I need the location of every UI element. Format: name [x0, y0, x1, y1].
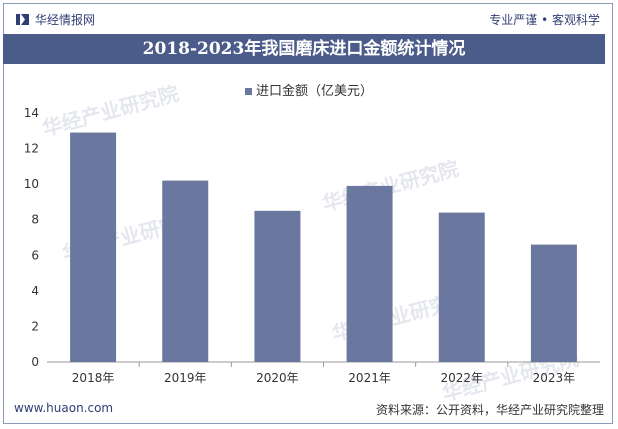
bar [162, 180, 209, 362]
chart-title: 2018-2023年我国磨床进口金额统计情况 [3, 34, 605, 64]
x-tick-label: 2022年 [440, 371, 483, 385]
y-tick-label: 14 [24, 106, 39, 120]
y-tick-label: 6 [31, 248, 39, 262]
slogan: 专业严谨 • 客观科学 [489, 13, 600, 27]
y-tick-label: 0 [31, 355, 39, 369]
y-tick-label: 4 [31, 284, 39, 298]
footer-website[interactable]: www.huaon.com [14, 401, 114, 415]
y-tick-label: 10 [24, 177, 39, 191]
x-tick-label: 2018年 [72, 371, 115, 385]
y-tick-label: 2 [31, 319, 39, 333]
legend-swatch [244, 88, 252, 95]
brand-logo-icon [16, 14, 29, 25]
brand: 华经情报网 [16, 11, 95, 28]
brand-name: 华经情报网 [35, 13, 96, 27]
top-bar: 华经情报网 专业严谨 • 客观科学 [4, 4, 612, 34]
legend-label: 进口金额（亿美元） [255, 84, 373, 99]
y-tick-label: 12 [24, 142, 39, 156]
bar [70, 132, 117, 362]
x-tick-label: 2021年 [348, 371, 391, 385]
x-tick-label: 2023年 [533, 371, 576, 385]
bar [530, 244, 577, 362]
bar [438, 212, 485, 362]
legend: 进口金额（亿美元） [0, 80, 618, 99]
footer-source: 资料来源：公开资料，华经产业研究院整理 [375, 403, 604, 417]
y-tick-label: 8 [31, 213, 39, 227]
x-tick-label: 2019年 [164, 371, 207, 385]
bar [346, 185, 393, 362]
bar [254, 210, 301, 362]
x-tick-label: 2020年 [256, 371, 299, 385]
